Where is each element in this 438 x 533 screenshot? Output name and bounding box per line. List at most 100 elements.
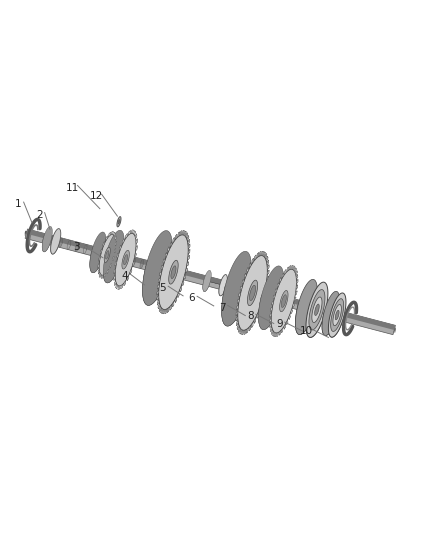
Polygon shape — [182, 281, 184, 286]
Polygon shape — [115, 233, 136, 286]
Polygon shape — [265, 289, 267, 293]
Polygon shape — [173, 302, 174, 307]
Polygon shape — [136, 246, 137, 251]
Polygon shape — [222, 251, 251, 326]
Polygon shape — [129, 231, 131, 235]
Polygon shape — [124, 255, 127, 264]
Polygon shape — [296, 285, 298, 289]
Polygon shape — [187, 262, 189, 266]
Polygon shape — [222, 286, 264, 330]
Polygon shape — [114, 281, 116, 286]
Polygon shape — [322, 292, 339, 335]
Polygon shape — [124, 255, 127, 265]
Polygon shape — [275, 333, 276, 337]
Polygon shape — [236, 311, 238, 316]
Polygon shape — [289, 265, 291, 270]
Text: 9: 9 — [276, 319, 283, 329]
Polygon shape — [240, 286, 242, 290]
Polygon shape — [333, 304, 341, 326]
Polygon shape — [115, 261, 117, 266]
Polygon shape — [263, 252, 265, 256]
Polygon shape — [171, 266, 176, 279]
Polygon shape — [100, 249, 102, 253]
Polygon shape — [121, 285, 123, 289]
Polygon shape — [169, 260, 178, 284]
Polygon shape — [180, 287, 182, 292]
Polygon shape — [163, 259, 165, 263]
Polygon shape — [114, 248, 116, 253]
Polygon shape — [282, 328, 283, 333]
Polygon shape — [237, 305, 238, 310]
Polygon shape — [42, 227, 52, 252]
Polygon shape — [259, 252, 261, 256]
Polygon shape — [257, 313, 258, 318]
Polygon shape — [175, 297, 177, 303]
Polygon shape — [277, 333, 279, 337]
Polygon shape — [170, 305, 171, 310]
Polygon shape — [112, 256, 114, 261]
Polygon shape — [134, 254, 136, 258]
Polygon shape — [309, 289, 325, 330]
Polygon shape — [103, 254, 134, 286]
Polygon shape — [273, 332, 275, 336]
Polygon shape — [267, 276, 268, 280]
Polygon shape — [106, 236, 107, 240]
Polygon shape — [261, 302, 263, 306]
Polygon shape — [186, 233, 188, 238]
Polygon shape — [118, 286, 120, 289]
Polygon shape — [237, 324, 239, 329]
Polygon shape — [284, 325, 286, 329]
Polygon shape — [114, 276, 115, 280]
Polygon shape — [43, 234, 46, 243]
Polygon shape — [157, 290, 159, 295]
Polygon shape — [335, 310, 339, 320]
Polygon shape — [270, 323, 272, 328]
Polygon shape — [291, 309, 293, 313]
Polygon shape — [126, 233, 127, 238]
Polygon shape — [136, 239, 138, 244]
Polygon shape — [188, 244, 190, 249]
Polygon shape — [273, 295, 275, 298]
Polygon shape — [291, 265, 293, 269]
Polygon shape — [259, 252, 261, 256]
Polygon shape — [188, 239, 190, 245]
Polygon shape — [167, 308, 169, 312]
Polygon shape — [182, 231, 184, 235]
Polygon shape — [173, 302, 174, 307]
Polygon shape — [99, 273, 101, 278]
Polygon shape — [293, 304, 294, 307]
Polygon shape — [99, 257, 100, 261]
Polygon shape — [277, 333, 279, 337]
Polygon shape — [314, 304, 319, 316]
Polygon shape — [126, 233, 127, 238]
Polygon shape — [187, 236, 189, 241]
Polygon shape — [111, 231, 113, 235]
Polygon shape — [254, 318, 256, 324]
Polygon shape — [270, 327, 272, 332]
Polygon shape — [238, 327, 240, 333]
Polygon shape — [98, 264, 99, 269]
Polygon shape — [115, 261, 117, 266]
Polygon shape — [331, 298, 344, 332]
Polygon shape — [249, 326, 251, 331]
Polygon shape — [115, 241, 117, 246]
Polygon shape — [273, 295, 275, 298]
Polygon shape — [122, 251, 129, 269]
Polygon shape — [257, 253, 259, 257]
Polygon shape — [272, 302, 274, 305]
Polygon shape — [99, 257, 100, 261]
Polygon shape — [103, 241, 105, 246]
Polygon shape — [270, 323, 272, 328]
Polygon shape — [203, 270, 211, 292]
Polygon shape — [26, 229, 396, 330]
Polygon shape — [237, 299, 239, 303]
Polygon shape — [115, 241, 117, 246]
Polygon shape — [267, 264, 269, 270]
Polygon shape — [312, 297, 322, 322]
Polygon shape — [258, 266, 284, 329]
Polygon shape — [163, 259, 165, 263]
Polygon shape — [159, 272, 162, 276]
Polygon shape — [130, 233, 133, 240]
Polygon shape — [165, 253, 167, 257]
Polygon shape — [132, 262, 134, 266]
